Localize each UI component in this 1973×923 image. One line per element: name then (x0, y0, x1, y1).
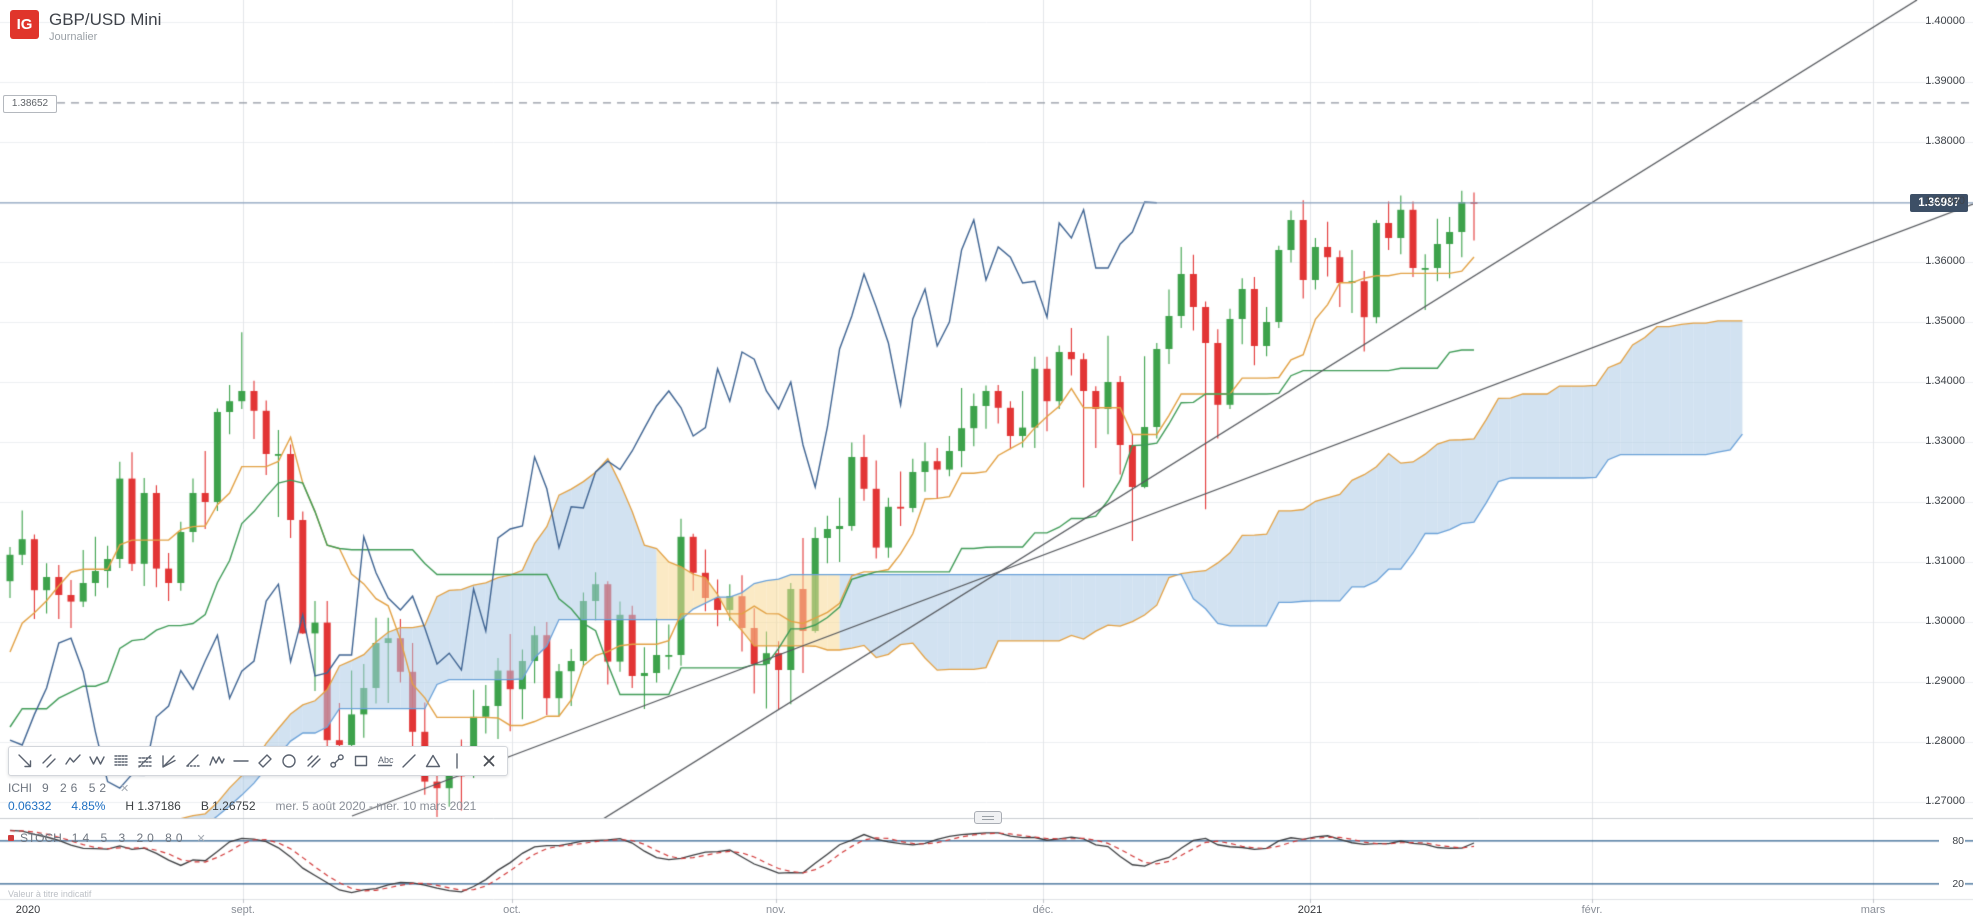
price-axis-label: 1.31000 (1925, 555, 1965, 567)
trend-angle-icon (186, 754, 200, 767)
ichimoku-values-row: 0.06332 4.85% H 1.37186 B 1.26752 mer. 5 aoû… (8, 799, 476, 813)
toolbar-tool-line-button[interactable] (397, 750, 421, 772)
stochastic-label: STOCH (20, 831, 62, 845)
ichimoku-indicator-row: ICHI 9 26 52 ✕ (8, 781, 129, 795)
text-icon: Abc (377, 755, 394, 767)
stoch-upper-level-label: 80 (1939, 835, 1965, 847)
toolbar-tool-sloped-grid-button[interactable] (133, 750, 157, 772)
price-axis-label: 1.33000 (1925, 435, 1965, 447)
ichimoku-value: H 1.37186 (125, 799, 181, 813)
toolbar-tool-trend-arrow-button[interactable] (13, 750, 37, 772)
price-axis-label: 1.29000 (1925, 675, 1965, 687)
toolbar-tool-horizontal-line-button[interactable] (229, 750, 253, 772)
price-axis-label: 1.34000 (1925, 375, 1965, 387)
panel-resize-handle[interactable] (974, 811, 1002, 824)
toolbar-tool-polyline-button[interactable] (61, 750, 85, 772)
rectangle-icon (354, 755, 368, 767)
current-price-badge: 1.36987 (1910, 194, 1968, 212)
sloped-grid-icon (138, 754, 152, 768)
stoch-lower-level-label: 20 (1939, 878, 1965, 890)
time-axis-label: nov. (766, 904, 786, 916)
toolbar-tool-text-button[interactable]: Abc (373, 750, 397, 772)
price-axis-label: 1.32000 (1925, 495, 1965, 507)
toolbar-tool-zigzag-button[interactable] (85, 750, 109, 772)
ichimoku-params: 9 26 52 (42, 781, 111, 795)
price-axis-label: 1.39000 (1925, 75, 1965, 87)
toolbar-tool-parallel-channel-button[interactable] (37, 750, 61, 772)
toolbar-tool-measure-button[interactable] (325, 750, 349, 772)
stochastic-indicator-row: STOCH 14 5 3 20 80 ✕ (8, 831, 206, 845)
toolbar-tool-triangle-button[interactable] (421, 750, 445, 772)
toolbar-tool-cross-lines-button[interactable] (301, 750, 325, 772)
time-axis-label: 2020 (15, 904, 41, 916)
drawing-toolbar: Abc (8, 746, 508, 776)
toolbar-tool-trend-angle-button[interactable] (181, 750, 205, 772)
ichimoku-label: ICHI (8, 781, 32, 795)
price-axis-label: 1.36000 (1925, 255, 1965, 267)
fan-lines-icon (162, 755, 176, 768)
wave-icon (209, 756, 225, 766)
toolbar-tool-ellipse-button[interactable] (277, 750, 301, 772)
price-axis-label: 1.27000 (1925, 795, 1965, 807)
time-axis-label: sept. (231, 904, 255, 916)
toolbar-tool-fan-lines-button[interactable] (157, 750, 181, 772)
triangle-icon (425, 754, 441, 768)
horizontal-line-icon (233, 760, 249, 762)
toolbar-tool-marker-button[interactable] (253, 750, 277, 772)
close-icon (483, 755, 495, 767)
price-axis-label: 1.35000 (1925, 315, 1965, 327)
ichimoku-value: 0.06332 (8, 799, 52, 813)
price-axis-label: 1.37000 (1925, 195, 1965, 207)
price-axis-label: 1.28000 (1925, 735, 1965, 747)
ichimoku-value: mer. 5 août 2020 - mer. 10 mars 2021 (275, 799, 477, 813)
measure-icon (330, 754, 344, 768)
marker-icon (258, 754, 272, 768)
toolbar-tool-fib-grid-button[interactable] (109, 750, 133, 772)
ichimoku-value: B 1.26752 (200, 799, 256, 813)
polyline-icon (65, 754, 81, 765)
time-axis-label: févr. (1581, 904, 1603, 916)
fib-grid-icon (114, 755, 128, 766)
price-axis-label: 1.30000 (1925, 615, 1965, 627)
time-axis-label: déc. (1032, 904, 1054, 916)
stochastic-params: 14 5 3 20 80 (71, 831, 187, 845)
price-axis-label: 1.38000 (1925, 135, 1965, 147)
line-icon (402, 754, 416, 768)
time-axis-label: 2021 (1297, 904, 1323, 916)
parallel-channel-icon (42, 754, 56, 768)
svg-text:Abc: Abc (378, 755, 394, 765)
alert-price-label[interactable]: 1.38652 (3, 95, 57, 113)
zigzag-icon (89, 756, 105, 765)
toolbar-close-button[interactable] (477, 750, 501, 772)
price-axis-label: 1.40000 (1925, 15, 1965, 27)
time-axis-label: mars (1860, 904, 1886, 916)
ichimoku-value: 4.85% (71, 799, 106, 813)
toolbar-tool-rectangle-button[interactable] (349, 750, 373, 772)
chart-header: IG GBP/USD Mini Journalier (10, 10, 161, 43)
vertical-line-icon (456, 753, 458, 769)
instrument-title: GBP/USD Mini (49, 10, 162, 29)
ichimoku-close-icon[interactable]: ✕ (120, 782, 130, 795)
toolbar-tool-wave-button[interactable] (205, 750, 229, 772)
toolbar-tool-vertical-line-button[interactable] (445, 750, 469, 772)
stochastic-close-icon[interactable]: ✕ (196, 832, 206, 845)
time-axis-label: oct. (503, 904, 521, 916)
stochastic-marker-icon (8, 835, 14, 841)
ellipse-icon (282, 754, 296, 768)
ig-logo: IG (10, 10, 39, 39)
timeframe-label: Journalier (49, 31, 98, 43)
indicative-value-note: Valeur à titre indicatif (8, 889, 92, 899)
cross-lines-icon (307, 755, 321, 768)
trend-arrow-icon (18, 754, 32, 768)
